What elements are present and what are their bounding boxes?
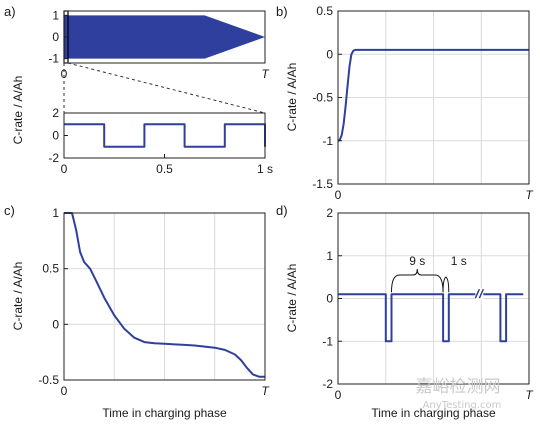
y-tick-label: -0.5 — [312, 91, 333, 105]
y-tick-label: -1 — [48, 52, 59, 66]
y-tick-label: 0 — [52, 129, 59, 143]
y-tick-label: 0 — [52, 317, 59, 331]
y-axis-label: C-rate / A/Ah — [11, 262, 25, 331]
x-axis-label: Time in charging phase — [371, 406, 496, 420]
axes-frame — [63, 212, 266, 381]
x-tick-label: T — [261, 67, 270, 81]
x-tick-label: T — [525, 388, 534, 402]
y-tick-label: 2 — [52, 106, 59, 120]
chart-panel-a-top: 10-10 Ta) — [4, 4, 270, 81]
watermark-en: AnyTesting.com — [423, 400, 502, 411]
series-line — [338, 293, 524, 343]
y-tick-label: 0 — [326, 47, 333, 61]
axis-break-mark — [474, 288, 485, 299]
y-tick-label: 1 — [326, 249, 333, 263]
series-line — [337, 48, 529, 142]
y-axis-label: C-rate / A/Ah — [11, 76, 25, 145]
annotation-9s: 9 s — [409, 254, 425, 268]
x-tick-label: 0 — [61, 384, 68, 398]
y-tick-label: -1 — [322, 134, 333, 148]
y-tick-label: 1 — [52, 8, 59, 22]
y-tick-label: -1.5 — [312, 177, 333, 191]
series-line — [64, 123, 266, 148]
y-tick-label: -2 — [48, 151, 59, 165]
panel-label: d) — [276, 203, 288, 218]
series-line — [64, 212, 265, 378]
series-envelope-area — [64, 15, 265, 59]
x-tick-label: 0 — [335, 388, 342, 402]
y-tick-label: 0 — [52, 30, 59, 44]
chart-panel-a-bottom: 20-20 0.5 1 sC-rate / A/Ah — [11, 76, 273, 176]
brace-9s — [390, 268, 444, 293]
panel-label: b) — [276, 4, 288, 19]
zoom-connector-right — [67, 62, 266, 114]
y-tick-label: 1 — [52, 206, 59, 220]
x-tick-label: 0 — [61, 162, 68, 176]
axes-frame — [63, 112, 266, 159]
y-axis-label: C-rate / A/Ah — [285, 264, 299, 333]
watermark-cn: 嘉峪检测网 — [416, 377, 501, 397]
panel-label: a) — [4, 4, 16, 19]
y-tick-label: 2 — [326, 206, 333, 220]
y-axis-label: C-rate / A/Ah — [285, 63, 299, 132]
y-tick-label: 0.5 — [42, 262, 59, 276]
x-tick-label: 0.5 — [156, 162, 173, 176]
x-tick-label: T — [261, 384, 270, 398]
y-tick-label: 0 — [326, 292, 333, 306]
panel-label: c) — [4, 203, 15, 218]
y-tick-label: -0.5 — [38, 373, 59, 387]
x-tick-label: 1 s — [257, 162, 273, 176]
y-tick-label: -2 — [322, 377, 333, 391]
x-axis-label: Time in charging phase — [102, 406, 227, 420]
y-tick-label: 0.5 — [316, 4, 333, 18]
annotation-1s: 1 s — [451, 254, 467, 268]
y-tick-label: -1 — [322, 334, 333, 348]
x-tick-label: 0 — [335, 188, 342, 202]
break-mark-mask — [475, 288, 484, 301]
brace-1s — [442, 276, 450, 293]
x-tick-label: T — [525, 188, 534, 202]
chart-panel-b: 0.50-0.5-1-1.50 Tb)C-rate / A/Ah — [276, 4, 534, 202]
x-tick-label: 0 — [61, 67, 68, 81]
